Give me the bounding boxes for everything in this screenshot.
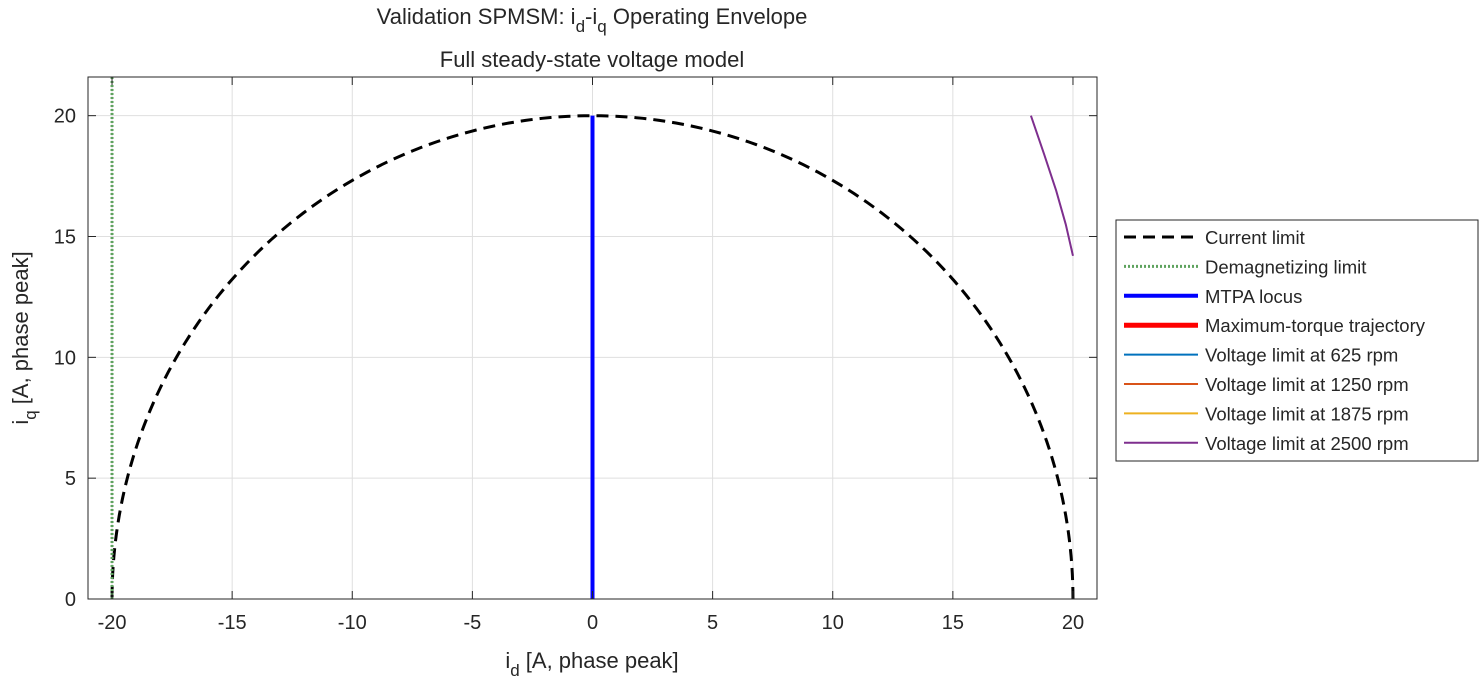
x-axis-label-base: i bbox=[505, 648, 510, 673]
x-axis-label-rest: [A, phase peak] bbox=[520, 648, 679, 673]
chart-title: Validation SPMSM: id-iq Operating Envelo… bbox=[377, 4, 808, 36]
title-part-sub: q bbox=[597, 17, 606, 36]
series-layer bbox=[110, 77, 1075, 599]
title-part-sub: d bbox=[576, 17, 585, 36]
legend-box bbox=[1115, 219, 1479, 462]
legend-entry: Voltage limit at 1875 rpm bbox=[1205, 403, 1409, 424]
x-tick-label: -20 bbox=[98, 612, 127, 634]
legend-entry: Demagnetizing limit bbox=[1205, 256, 1366, 277]
legend-entry: Maximum-torque trajectory bbox=[1205, 315, 1426, 336]
x-axis-label-sub: d bbox=[510, 661, 519, 680]
y-tick-label: 5 bbox=[65, 468, 76, 490]
legend-entry: Current limit bbox=[1205, 227, 1305, 248]
y-tick-label: 0 bbox=[65, 589, 76, 611]
x-axis-label: id [A, phase peak] bbox=[505, 648, 678, 680]
legend-entry: Voltage limit at 2500 rpm bbox=[1205, 433, 1409, 454]
x-tick-label: 0 bbox=[587, 612, 598, 634]
title-part: Operating Envelope bbox=[607, 4, 808, 29]
x-tick-label: 20 bbox=[1062, 612, 1084, 634]
x-tick-label: -10 bbox=[338, 612, 367, 634]
y-axis-label: iq [A, phase peak] bbox=[8, 251, 40, 424]
legend-entry: Voltage limit at 1250 rpm bbox=[1205, 374, 1409, 395]
legend: Current limit Demagnetizing limit MTPA loc… bbox=[1115, 219, 1479, 462]
x-tick-label: 15 bbox=[942, 612, 964, 634]
legend-entry: MTPA locus bbox=[1205, 286, 1302, 307]
y-axis-label-base: i bbox=[8, 420, 33, 425]
title-part: Validation SPMSM: i bbox=[377, 4, 576, 29]
y-axis-label-sub: q bbox=[21, 410, 40, 419]
series-line-current-limit bbox=[110, 114, 1075, 599]
chart-subtitle: Full steady-state voltage model bbox=[440, 47, 745, 72]
series-line-voltage-limit-at-2500-rpm bbox=[1029, 115, 1074, 257]
x-tick-label: -5 bbox=[463, 612, 481, 634]
y-axis-label-rest: [A, phase peak] bbox=[8, 251, 33, 410]
title-part: -i bbox=[585, 4, 597, 29]
ticks: -20 -15 -10 -5 0 5 10 15 20 0 5 10 15 20 bbox=[54, 77, 1097, 634]
legend-entry: Voltage limit at 625 rpm bbox=[1205, 345, 1398, 366]
x-tick-label: 5 bbox=[707, 612, 718, 634]
x-tick-label: -15 bbox=[218, 612, 247, 634]
x-tick-label: 10 bbox=[822, 612, 844, 634]
y-tick-label: 20 bbox=[54, 106, 76, 128]
y-tick-label: 10 bbox=[54, 347, 76, 369]
y-tick-label: 15 bbox=[54, 227, 76, 249]
